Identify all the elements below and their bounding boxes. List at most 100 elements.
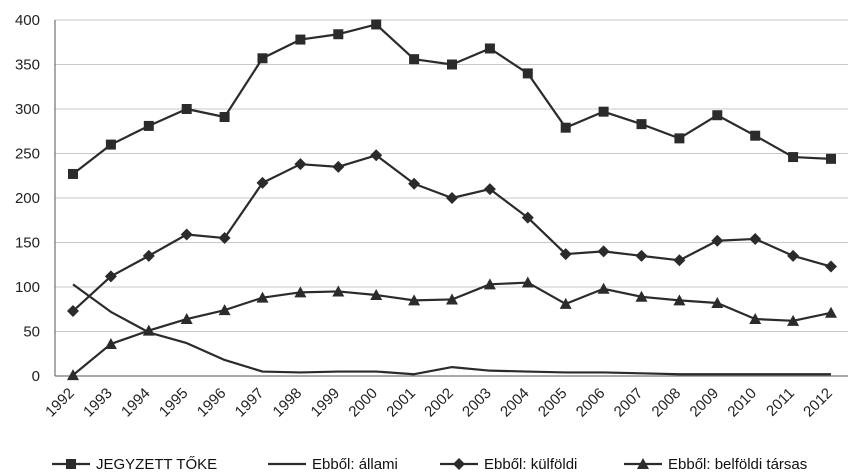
data-point-square: [409, 54, 420, 65]
data-point-triangle: [673, 294, 686, 306]
x-tick-label: 2007: [611, 385, 647, 421]
data-point-square: [598, 106, 609, 117]
data-point-square: [68, 168, 78, 179]
x-tick-label: 2011: [763, 385, 798, 420]
y-tick-label: 50: [23, 324, 40, 341]
y-tick-label: 400: [15, 12, 40, 29]
data-point-diamond: [294, 158, 307, 171]
y-tick-label: 150: [15, 235, 40, 252]
data-point-diamond: [483, 183, 496, 196]
x-tick-label: 2005: [535, 385, 571, 421]
data-point-square: [181, 104, 192, 114]
data-point-diamond: [749, 232, 762, 245]
data-point-diamond: [635, 249, 648, 262]
data-point-triangle: [749, 313, 762, 325]
data-point-square: [826, 153, 836, 164]
data-point-triangle: [294, 286, 307, 298]
data-point-square: [788, 152, 799, 163]
data-point-triangle: [521, 276, 534, 288]
legend-label: Ebből: állami: [312, 456, 398, 473]
data-point-triangle: [256, 291, 269, 303]
y-tick-label: 200: [15, 190, 40, 207]
legend-label: Ebből: külföldi: [484, 456, 577, 473]
series-group: [67, 19, 837, 381]
data-point-diamond: [559, 248, 572, 261]
data-point-diamond: [453, 458, 465, 470]
data-point-triangle: [711, 297, 724, 309]
legend-label: JEGYZETT TŐKE: [96, 456, 217, 473]
x-tick-labels: 1992 1993 1994 1995 1996 1997 1998 1999 2000 2001…: [42, 385, 836, 421]
data-point-triangle: [218, 304, 231, 316]
series-2: [67, 149, 837, 318]
data-point-diamond: [787, 249, 800, 262]
x-tick-label: 2009: [687, 385, 723, 421]
data-point-square: [219, 112, 230, 123]
data-point-square: [66, 459, 76, 469]
data-point-diamond: [521, 211, 534, 224]
data-point-diamond: [673, 254, 686, 267]
y-tick-label: 0: [32, 368, 40, 385]
data-point-triangle: [370, 289, 383, 301]
series-0: [68, 19, 836, 179]
data-point-diamond: [332, 160, 345, 173]
data-point-diamond: [597, 245, 610, 258]
data-point-square: [560, 122, 571, 133]
x-tick-label: 1992: [42, 385, 78, 421]
y-tick-label: 100: [15, 279, 40, 296]
x-tick-label: 2006: [573, 385, 609, 421]
data-point-diamond: [104, 270, 117, 283]
legend-item: JEGYZETT TŐKE: [52, 456, 217, 473]
data-point-diamond: [446, 192, 458, 204]
data-point-square: [257, 53, 268, 64]
data-point-diamond: [825, 260, 837, 273]
data-point-square: [371, 19, 382, 30]
data-point-square: [484, 43, 495, 54]
x-tick-label: 2012: [800, 385, 836, 421]
data-point-square: [333, 29, 344, 40]
x-tick-label: 1994: [118, 385, 154, 421]
data-point-square: [105, 139, 116, 150]
legend-item: Ebből: külföldi: [440, 456, 577, 473]
y-tick-label: 350: [15, 57, 40, 74]
x-tick-label: 2001: [383, 385, 419, 421]
x-tick-label: 1999: [308, 385, 344, 421]
y-tick-label: 300: [15, 101, 40, 118]
data-point-square: [750, 130, 761, 141]
data-point-triangle: [104, 337, 117, 349]
data-point-diamond: [180, 228, 193, 241]
x-tick-label: 2004: [497, 385, 533, 421]
data-point-square: [447, 59, 457, 70]
data-point-diamond: [711, 234, 724, 247]
data-point-diamond: [370, 149, 383, 162]
x-tick-label: 2008: [649, 385, 685, 421]
data-point-triangle: [408, 294, 421, 306]
x-tick-label: 1998: [270, 385, 306, 421]
x-tick-label: 2010: [724, 385, 760, 421]
data-point-triangle: [597, 282, 610, 294]
data-point-triangle: [559, 297, 572, 309]
data-point-triangle: [483, 278, 496, 290]
series-1: [72, 283, 831, 376]
y-tick-labels: 0 50 100 150 200 250 300 350 400: [15, 12, 40, 385]
legend-item: Ebből: állami: [268, 456, 398, 473]
data-point-triangle: [825, 306, 837, 318]
data-point-square: [143, 120, 154, 131]
data-point-square: [674, 133, 685, 144]
series-line: [72, 23, 832, 175]
data-point-triangle: [180, 313, 193, 325]
x-tick-label: 1995: [156, 385, 192, 421]
data-point-triangle: [332, 285, 345, 297]
x-tick-label: 2002: [421, 385, 457, 421]
data-point-triangle: [67, 369, 79, 381]
data-point-square: [636, 119, 647, 130]
data-point-triangle: [446, 293, 458, 305]
x-tick-label: 1996: [194, 385, 230, 421]
series-3: [67, 276, 837, 381]
data-point-triangle: [637, 458, 649, 469]
data-point-square: [712, 110, 723, 121]
data-point-triangle: [787, 314, 800, 326]
x-tick-label: 1993: [80, 385, 116, 421]
data-point-diamond: [256, 176, 269, 189]
data-point-diamond: [67, 305, 79, 318]
